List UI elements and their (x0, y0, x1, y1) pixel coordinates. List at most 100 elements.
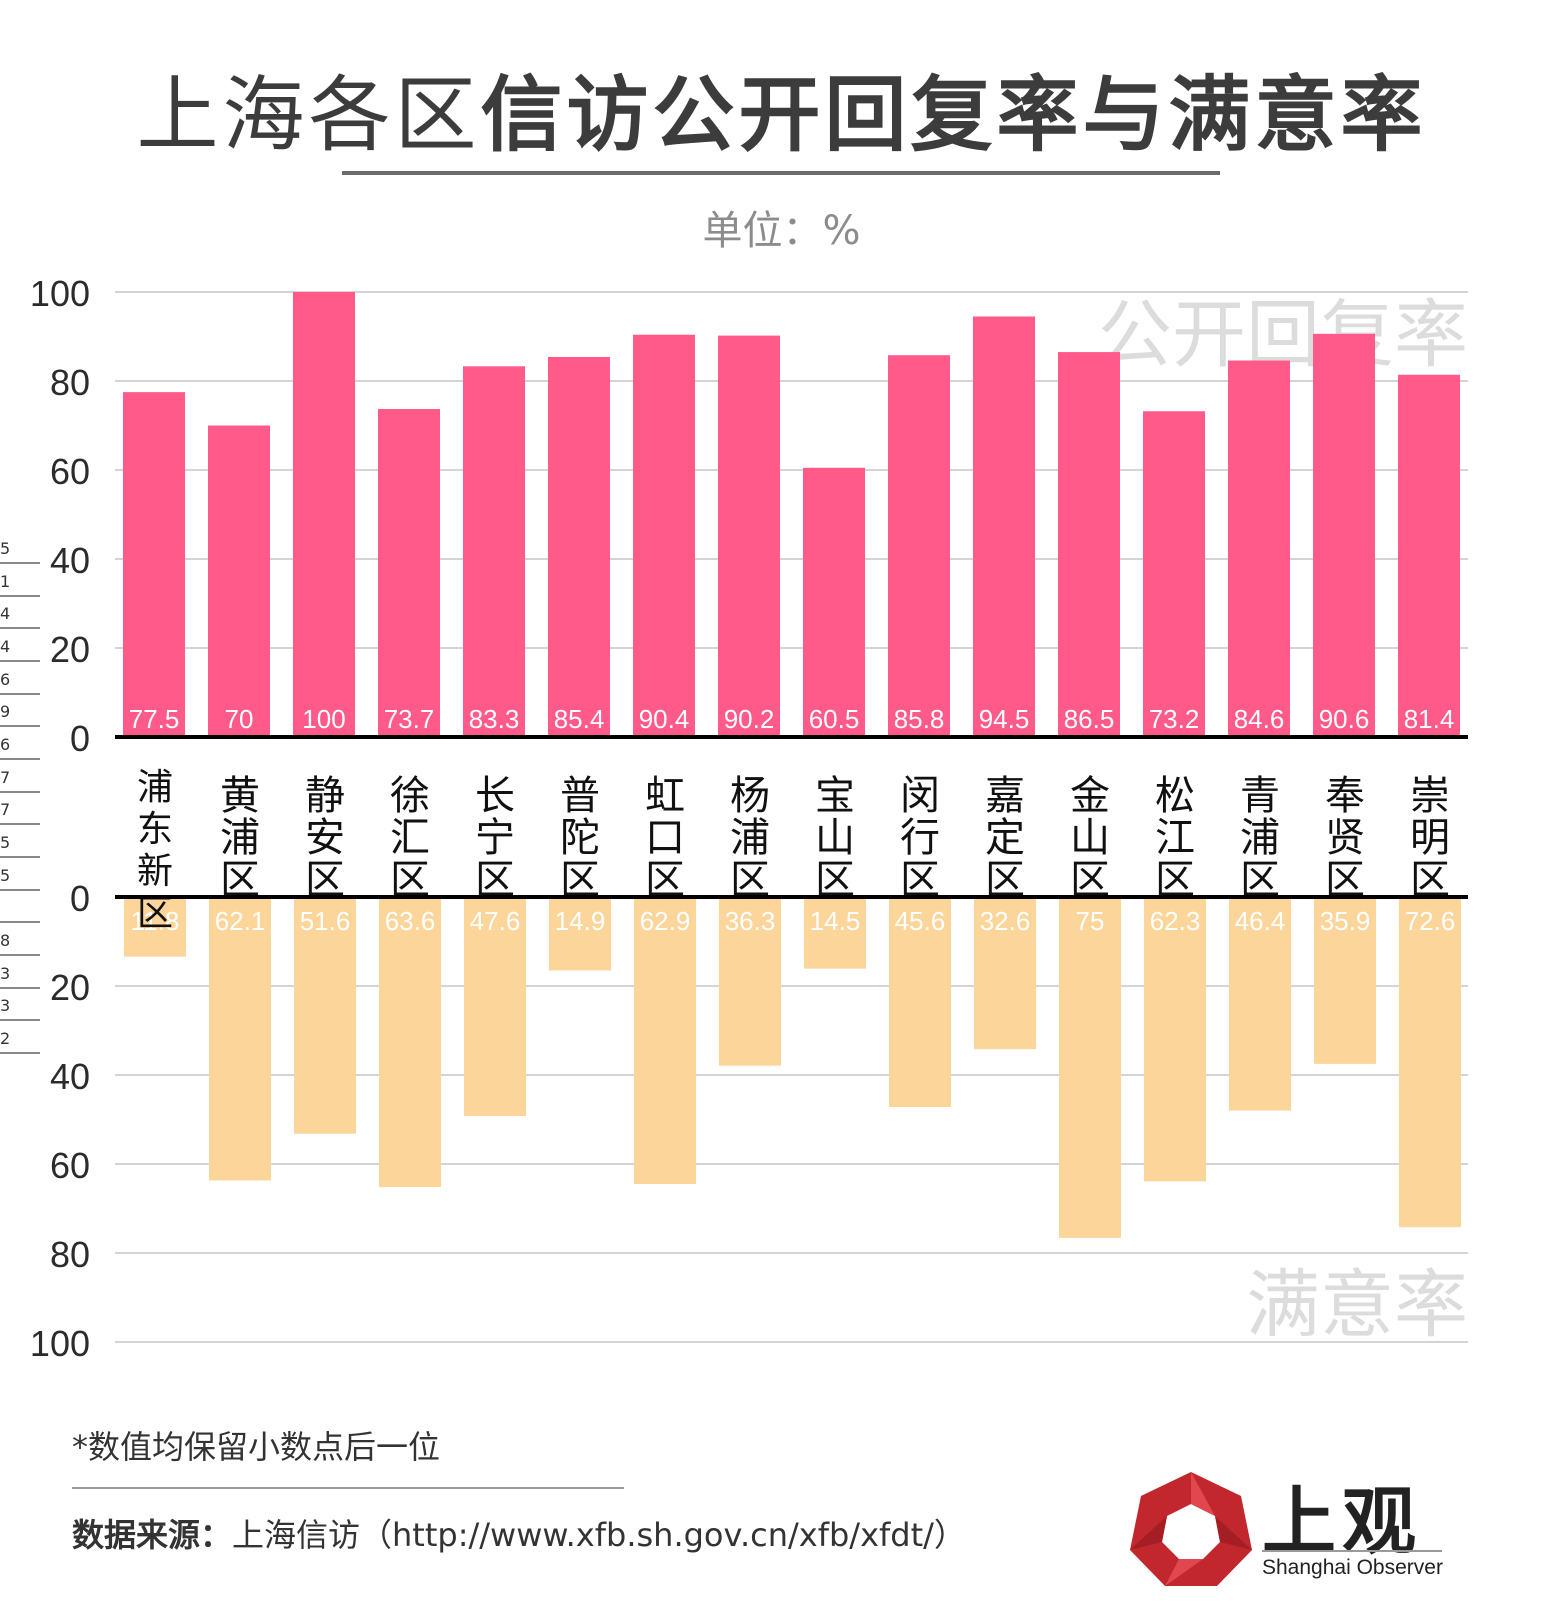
category-label-char: 陀 (560, 815, 600, 861)
category-label-char: 普 (560, 773, 600, 819)
bar-reply-rate (1398, 374, 1460, 737)
unit-label: 单位：% (702, 208, 861, 254)
bar-reply-rate (1313, 333, 1375, 737)
category-label-char: 浦 (1240, 815, 1280, 861)
category-label-char: 金 (1070, 773, 1110, 819)
bar-reply-rate (803, 467, 865, 737)
bar-label-satisfaction-rate: 75 (1076, 906, 1105, 936)
category-label-char: 杨 (730, 773, 770, 819)
category-label-char: 宝 (815, 773, 855, 819)
category-label-char: 汇 (390, 815, 430, 861)
category-label-char: 新 (137, 851, 173, 892)
bar-label-satisfaction-rate: 32.6 (980, 906, 1031, 936)
category-label-char: 浦 (137, 767, 173, 808)
bar-label-satisfaction-rate: 62.1 (215, 906, 266, 936)
y-tick-bottom: 100 (30, 1323, 90, 1364)
category-label-char: 黄 (220, 773, 260, 819)
bar-reply-rate (888, 355, 950, 737)
bar-satisfaction-rate (1229, 897, 1291, 1111)
source-label: 数据来源： (72, 1516, 233, 1554)
bar-reply-rate (1058, 352, 1120, 737)
side-tick-label: 6 (0, 666, 40, 695)
bar-satisfaction-rate (804, 897, 866, 969)
bar-label-satisfaction-rate: 14.9 (555, 906, 606, 936)
category-label-char: 江 (1155, 815, 1195, 861)
side-tick-label: 7 (0, 764, 40, 793)
category-label-char: 奉 (1325, 773, 1365, 819)
side-tick-label: 5 (0, 829, 40, 858)
side-tick-label (0, 894, 40, 923)
category-label-char: 青 (1240, 773, 1280, 819)
category-label-char: 定 (985, 815, 1025, 861)
bar-satisfaction-rate (1144, 897, 1206, 1182)
category-label-char: 松 (1155, 773, 1195, 819)
bar-label-reply-rate: 77.5 (129, 704, 180, 734)
logo-chinese: 上观 (1262, 1479, 1422, 1565)
side-tick-label: 5 (0, 535, 40, 564)
y-tick-bottom: 60 (50, 1145, 90, 1186)
y-tick-top: 60 (50, 451, 90, 492)
bar-label-satisfaction-rate: 51.6 (300, 906, 351, 936)
bar-reply-rate (378, 409, 440, 737)
bar-label-reply-rate: 83.3 (469, 704, 520, 734)
title-divider (342, 171, 1220, 175)
category-label-char: 徐 (390, 773, 430, 819)
category-label-char: 宁 (475, 815, 515, 861)
y-tick-bottom: 40 (50, 1056, 90, 1097)
category-label-char: 闵 (900, 773, 940, 819)
bar-label-satisfaction-rate: 45.6 (895, 906, 946, 936)
bar-label-reply-rate: 73.2 (1149, 704, 1200, 734)
side-tick-label: 1 (0, 568, 40, 597)
data-source: 数据来源：上海信访（http://www.xfb.sh.gov.cn/xfb/x… (72, 1510, 966, 1556)
category-label-char: 崇 (1410, 773, 1450, 819)
side-tick-label: 6 (0, 731, 40, 760)
bar-label-reply-rate: 60.5 (809, 704, 860, 734)
bar-reply-rate (463, 366, 525, 737)
bar-label-reply-rate: 90.2 (724, 704, 775, 734)
shanghai-observer-logo: 上观 Shanghai Observer (1128, 1470, 1528, 1590)
category-label-char: 口 (645, 815, 685, 861)
bar-reply-rate (1228, 360, 1290, 737)
bar-label-reply-rate: 86.5 (1064, 704, 1115, 734)
side-tick-label: 7 (0, 796, 40, 825)
bar-label-satisfaction-rate: 35.9 (1320, 906, 1371, 936)
bar-reply-rate (718, 335, 780, 737)
title-part1: 上海各区 (136, 68, 481, 163)
bar-label-reply-rate: 90.4 (639, 704, 690, 734)
bar-reply-rate (973, 316, 1035, 737)
bar-satisfaction-rate (209, 897, 271, 1181)
category-label-char: 明 (1410, 815, 1450, 861)
bar-satisfaction-rate (974, 897, 1036, 1050)
bar-label-satisfaction-rate: 63.6 (385, 906, 436, 936)
bar-reply-rate (548, 356, 610, 737)
bar-satisfaction-rate (634, 897, 696, 1185)
bar-satisfaction-rate (1314, 897, 1376, 1064)
side-tick-label: 2 (0, 1025, 40, 1054)
category-label-char: 浦 (730, 815, 770, 861)
bar-label-reply-rate: 70 (225, 704, 254, 734)
side-tick-label: 4 (0, 600, 40, 629)
bar-chart: 100806040200020406080100公开回复率满意率77.511.8… (30, 273, 1468, 1364)
category-label-char: 山 (815, 815, 855, 861)
category-label-char: 安 (305, 815, 345, 861)
bar-reply-rate (123, 392, 185, 737)
category-label-char: 行 (900, 815, 940, 861)
bar-label-reply-rate: 81.4 (1404, 704, 1455, 734)
side-tick-label: 9 (0, 698, 40, 727)
y-tick-bottom: 80 (50, 1234, 90, 1275)
bar-reply-rate (208, 425, 270, 737)
y-tick-top: 100 (30, 273, 90, 314)
bar-label-satisfaction-rate: 11.8 (131, 906, 180, 936)
category-label-char: 静 (305, 773, 345, 819)
bar-satisfaction-rate (889, 897, 951, 1108)
category-label-char: 虹 (645, 773, 685, 819)
category-label-char: 贤 (1325, 815, 1365, 861)
bar-satisfaction-rate (124, 897, 186, 957)
bar-label-reply-rate: 85.4 (554, 704, 605, 734)
logo-divider (1262, 1550, 1442, 1552)
bar-label-reply-rate: 90.6 (1319, 704, 1370, 734)
source-text: 上海信访（http://www.xfb.sh.gov.cn/xfb/xfdt/） (232, 1516, 966, 1554)
bar-label-satisfaction-rate: 72.6 (1405, 906, 1456, 936)
y-tick-top: 40 (50, 540, 90, 581)
bar-label-reply-rate: 84.6 (1234, 704, 1285, 734)
